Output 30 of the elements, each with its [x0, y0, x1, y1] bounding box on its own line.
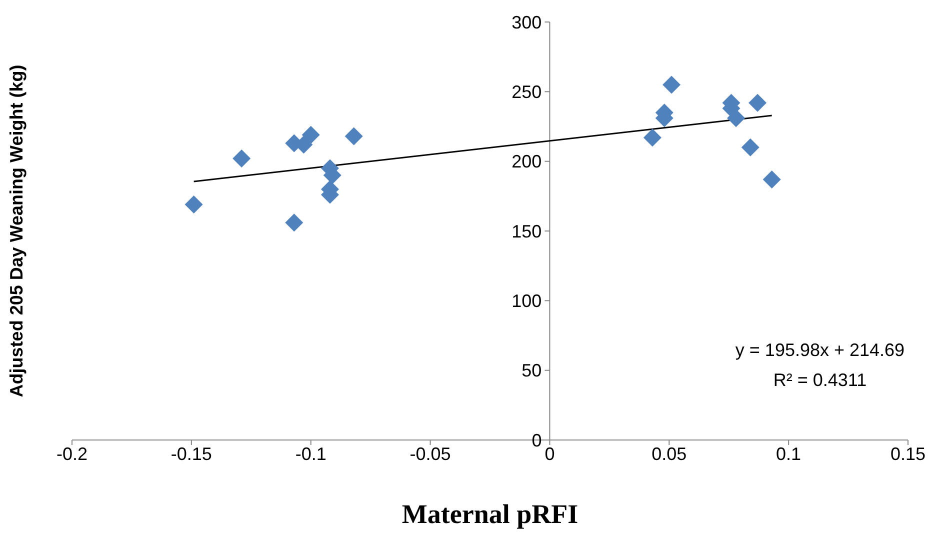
- x-axis-title: Maternal pRFI: [402, 499, 578, 529]
- y-tick-label: 150: [512, 221, 542, 242]
- x-tick-label: -0.1: [295, 444, 326, 464]
- y-tick-label: 200: [512, 152, 542, 172]
- annotation: y = 195.98x + 214.69: [734, 340, 906, 361]
- x-tick-label: 0.05: [652, 444, 687, 464]
- x-tick-label: -0.2: [56, 444, 88, 464]
- point: [184, 196, 203, 214]
- annotation: R² = 0.4311: [772, 370, 868, 391]
- y-tick-label: 250: [512, 82, 542, 102]
- point: [748, 94, 767, 112]
- x-tick-label: 0.15: [890, 444, 926, 464]
- point: [232, 150, 251, 168]
- point: [762, 170, 781, 188]
- point: [662, 76, 681, 94]
- y-tick-label: 0: [532, 430, 542, 450]
- point: [302, 126, 320, 144]
- point: [727, 109, 746, 128]
- y-axis-title: Adjusted 205 Day Weaning Weight (kg): [6, 64, 26, 398]
- x-tick-label: 0: [544, 444, 555, 464]
- point: [344, 127, 363, 146]
- point: [741, 138, 760, 156]
- y-tick-label: 100: [512, 290, 542, 311]
- point: [643, 128, 662, 147]
- point: [285, 214, 304, 232]
- x-tick-label: -0.05: [410, 444, 451, 464]
- y-tick-label: 300: [512, 12, 542, 32]
- x-tick-label: -0.15: [170, 444, 212, 464]
- x-tick-label: 0.1: [776, 444, 802, 464]
- y-tick-label: 50: [522, 360, 542, 381]
